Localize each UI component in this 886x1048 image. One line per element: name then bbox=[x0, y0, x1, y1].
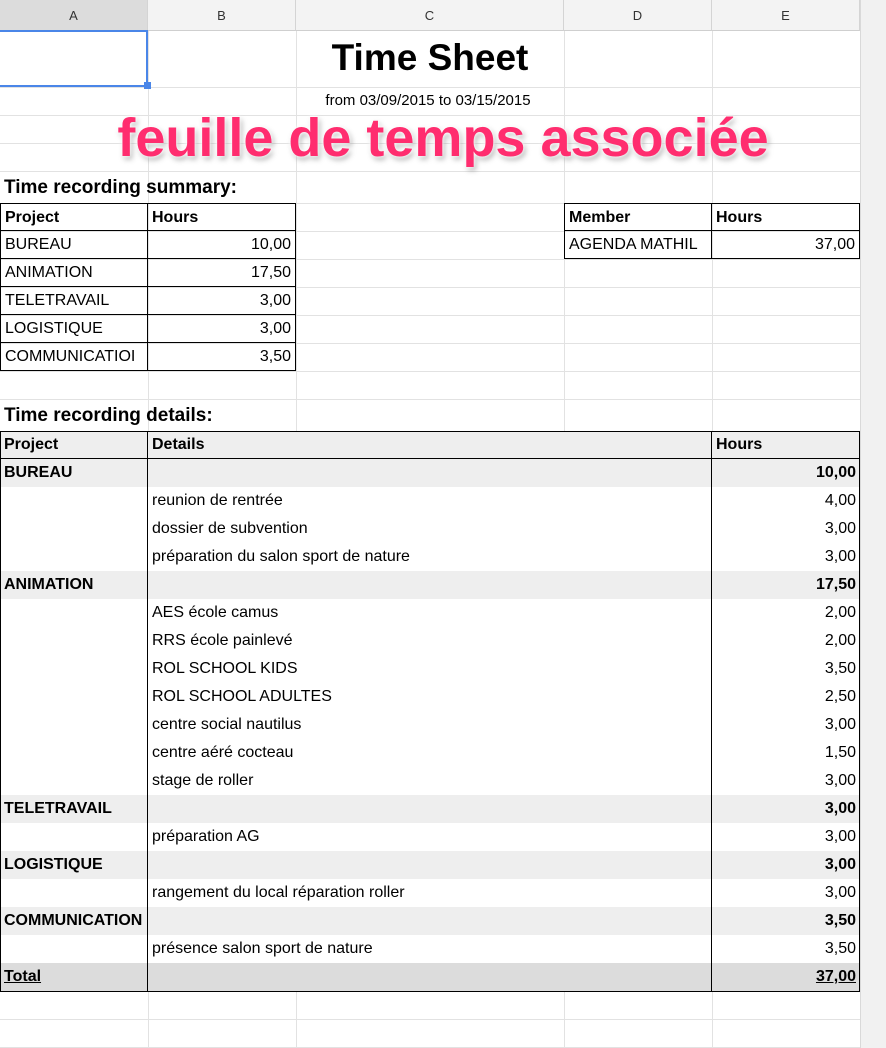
details-project-header: Project bbox=[4, 436, 59, 453]
selected-cell[interactable] bbox=[0, 30, 148, 87]
detail-hours-cell[interactable]: 2,00 bbox=[824, 604, 856, 621]
detail-text-cell[interactable]: présence salon sport de nature bbox=[152, 940, 373, 957]
summary-project-cell[interactable]: BUREAU bbox=[0, 231, 148, 259]
group-project-cell[interactable]: BUREAU bbox=[4, 464, 73, 481]
detail-row[interactable] bbox=[0, 487, 860, 516]
detail-text-cell[interactable]: centre aéré cocteau bbox=[152, 744, 294, 761]
detail-text-cell[interactable]: rangement du local réparation roller bbox=[152, 884, 405, 901]
detail-row[interactable] bbox=[0, 515, 860, 544]
detail-row[interactable] bbox=[0, 627, 860, 656]
grid-row-line bbox=[0, 203, 860, 204]
group-hours-cell[interactable]: 10,00 bbox=[815, 464, 856, 481]
total-label: Total bbox=[4, 968, 42, 985]
detail-row[interactable] bbox=[0, 683, 860, 712]
summary-hours-cell[interactable]: 3,50 bbox=[148, 343, 296, 371]
detail-text-cell[interactable]: préparation AG bbox=[152, 828, 260, 845]
member-hours-header: Hours bbox=[712, 203, 860, 231]
detail-text-cell[interactable]: dossier de subvention bbox=[152, 520, 308, 537]
detail-text-cell[interactable]: RRS école painlevé bbox=[152, 632, 293, 649]
group-hours-cell[interactable]: 3,00 bbox=[824, 856, 856, 873]
date-range: from 03/09/2015 to 03/15/2015 bbox=[325, 92, 531, 109]
detail-hours-cell[interactable]: 3,50 bbox=[824, 660, 856, 677]
member-header: Member bbox=[564, 203, 712, 231]
summary-project-cell[interactable]: TELETRAVAIL bbox=[0, 287, 148, 315]
group-project-cell[interactable]: LOGISTIQUE bbox=[4, 856, 103, 873]
group-hours-cell[interactable]: 3,00 bbox=[824, 800, 856, 817]
detail-hours-cell[interactable]: 3,50 bbox=[824, 940, 856, 957]
detail-text-cell[interactable]: préparation du salon sport de nature bbox=[152, 548, 410, 565]
summary-project-header: Project bbox=[0, 203, 148, 231]
summary-hours-header: Hours bbox=[148, 203, 296, 231]
details-divider bbox=[147, 431, 148, 992]
detail-hours-cell[interactable]: 1,50 bbox=[824, 744, 856, 761]
details-header-row bbox=[0, 431, 860, 459]
detail-text-cell[interactable]: ROL SCHOOL ADULTES bbox=[152, 688, 332, 705]
summary-hours-cell[interactable]: 3,00 bbox=[148, 315, 296, 343]
column-header-e[interactable]: E bbox=[712, 0, 860, 31]
member-name-cell[interactable]: AGENDA MATHIL bbox=[564, 231, 712, 259]
sheet-title: Time Sheet bbox=[331, 37, 529, 78]
column-header-a[interactable]: A bbox=[0, 0, 148, 31]
summary-project-cell[interactable]: COMMUNICATIOI bbox=[0, 343, 148, 371]
details-hours-header: Hours bbox=[716, 436, 763, 453]
grid-row-line bbox=[0, 143, 860, 144]
group-project-cell[interactable]: TELETRAVAIL bbox=[4, 800, 112, 817]
summary-hours-cell[interactable]: 3,00 bbox=[148, 287, 296, 315]
details-heading: Time recording details: bbox=[4, 405, 213, 426]
detail-row[interactable] bbox=[0, 599, 860, 628]
column-header-c[interactable]: C bbox=[296, 0, 564, 31]
summary-heading: Time recording summary: bbox=[4, 177, 238, 198]
grid-row-line bbox=[0, 115, 860, 116]
grid-row-line bbox=[0, 371, 860, 372]
details-divider bbox=[711, 431, 712, 992]
detail-hours-cell[interactable]: 3,00 bbox=[824, 548, 856, 565]
summary-project-cell[interactable]: ANIMATION bbox=[0, 259, 148, 287]
detail-row[interactable] bbox=[0, 655, 860, 684]
detail-hours-cell[interactable]: 4,00 bbox=[824, 492, 856, 509]
vertical-scrollbar[interactable] bbox=[860, 0, 886, 1048]
detail-hours-cell[interactable]: 3,00 bbox=[824, 828, 856, 845]
detail-text-cell[interactable]: ROL SCHOOL KIDS bbox=[152, 660, 298, 677]
grid-row-line bbox=[0, 259, 860, 260]
details-details-header: Details bbox=[152, 436, 205, 453]
detail-hours-cell[interactable]: 3,00 bbox=[824, 520, 856, 537]
detail-hours-cell[interactable]: 2,00 bbox=[824, 632, 856, 649]
detail-hours-cell[interactable]: 3,00 bbox=[824, 884, 856, 901]
summary-hours-cell[interactable]: 10,00 bbox=[148, 231, 296, 259]
overlay-caption: feuille de temps associée bbox=[117, 108, 769, 168]
fill-handle[interactable] bbox=[144, 82, 151, 89]
group-project-cell[interactable]: ANIMATION bbox=[4, 576, 94, 593]
total-row bbox=[0, 963, 860, 992]
group-hours-cell[interactable]: 3,50 bbox=[824, 912, 856, 929]
detail-text-cell[interactable]: reunion de rentrée bbox=[152, 492, 283, 509]
summary-hours-cell[interactable]: 17,50 bbox=[148, 259, 296, 287]
column-header-b[interactable]: B bbox=[148, 0, 296, 31]
member-hours-cell[interactable]: 37,00 bbox=[712, 231, 860, 259]
group-project-cell[interactable]: COMMUNICATION bbox=[4, 912, 143, 929]
detail-hours-cell[interactable]: 3,00 bbox=[824, 772, 856, 789]
detail-text-cell[interactable]: AES école camus bbox=[152, 604, 279, 621]
grid-row-line bbox=[0, 1019, 860, 1020]
grid-row-line bbox=[0, 87, 860, 88]
grid-row-line bbox=[0, 399, 860, 400]
grid-row-line bbox=[0, 287, 860, 288]
grid-row-line bbox=[0, 231, 860, 232]
group-hours-cell[interactable]: 17,50 bbox=[815, 576, 856, 593]
total-hours: 37,00 bbox=[815, 968, 856, 985]
detail-text-cell[interactable]: stage de roller bbox=[152, 772, 254, 789]
summary-project-cell[interactable]: LOGISTIQUE bbox=[0, 315, 148, 343]
detail-hours-cell[interactable]: 3,00 bbox=[824, 716, 856, 733]
grid-row-line bbox=[0, 343, 860, 344]
grid-row-line bbox=[0, 171, 860, 172]
detail-hours-cell[interactable]: 2,50 bbox=[824, 688, 856, 705]
grid-row-line bbox=[0, 315, 860, 316]
group-row[interactable] bbox=[0, 571, 860, 600]
detail-text-cell[interactable]: centre social nautilus bbox=[152, 716, 302, 733]
column-header-d[interactable]: D bbox=[564, 0, 712, 31]
